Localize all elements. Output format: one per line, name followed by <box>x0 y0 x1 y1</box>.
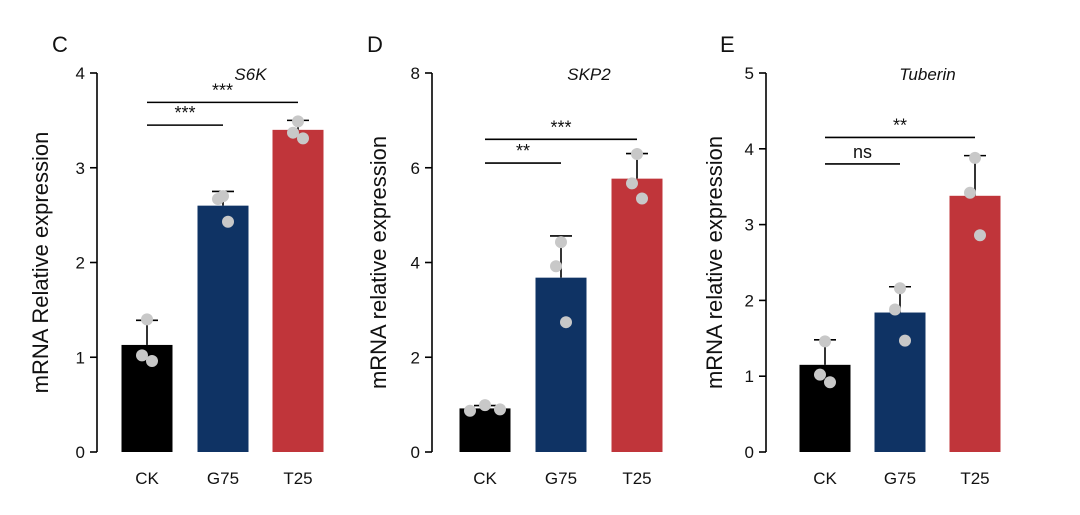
data-point <box>889 303 901 316</box>
data-point <box>146 355 158 368</box>
data-point <box>824 376 836 389</box>
panel-d: D SKP2 mRNA relative expression 0 2 4 6 8 CK G75 T… <box>366 32 663 488</box>
data-point <box>636 192 648 205</box>
x-tick-label: CK <box>473 469 497 488</box>
bar-g75 <box>197 205 249 452</box>
significance-label: ns <box>853 142 872 162</box>
y-tick-label: 4 <box>411 254 420 273</box>
y-tick-label: 4 <box>745 140 754 159</box>
significance-label: *** <box>212 80 233 100</box>
data-point <box>969 151 981 164</box>
y-tick-label: 3 <box>76 159 85 178</box>
chart-title: Tuberin <box>899 65 955 84</box>
data-point <box>819 335 831 348</box>
data-point <box>479 399 491 412</box>
y-tick-label: 8 <box>411 64 420 83</box>
x-tick-label: G75 <box>545 469 577 488</box>
bar-g75 <box>874 312 926 452</box>
data-point <box>550 260 562 273</box>
data-point <box>964 186 976 199</box>
data-point <box>631 148 643 161</box>
y-tick-label: 0 <box>76 443 85 462</box>
bar-t25 <box>272 129 324 452</box>
x-tick-label: T25 <box>622 469 651 488</box>
data-point <box>626 177 638 190</box>
bar-g75 <box>535 277 587 452</box>
y-tick-label: 0 <box>411 443 420 462</box>
data-point <box>141 313 153 326</box>
chart-title: SKP2 <box>567 65 611 84</box>
data-point <box>894 282 906 295</box>
chart-title: S6K <box>234 65 267 84</box>
y-tick-label: 2 <box>411 348 420 367</box>
data-point <box>555 236 567 249</box>
panel-e: E Tuberin mRNA relative expression 0 1 2 3 4 5 CK… <box>702 32 1001 488</box>
x-tick-label: CK <box>135 469 159 488</box>
y-axis-label: mRNA relative expression <box>702 136 727 389</box>
y-tick-label: 6 <box>411 159 420 178</box>
panel-c: C S6K mRNA Relative expression 0 1 2 3 4 CK G75 T2… <box>28 32 324 488</box>
data-point <box>292 115 304 128</box>
y-tick-label: 5 <box>745 64 754 83</box>
y-axis-label: mRNA Relative expression <box>28 132 53 394</box>
panel-letter: E <box>720 32 735 57</box>
significance-label: *** <box>174 103 195 123</box>
y-axis-label: mRNA relative expression <box>366 136 391 389</box>
significance-label: ** <box>516 141 530 161</box>
y-tick-label: 1 <box>76 348 85 367</box>
y-tick-label: 3 <box>745 216 754 235</box>
significance-label: ** <box>893 115 907 135</box>
x-tick-label: G75 <box>884 469 916 488</box>
data-point <box>899 334 911 347</box>
data-point <box>136 349 148 362</box>
y-tick-label: 2 <box>745 291 754 310</box>
data-point <box>464 404 476 417</box>
data-point <box>222 215 234 228</box>
x-tick-label: T25 <box>960 469 989 488</box>
y-tick-label: 0 <box>745 443 754 462</box>
y-tick-label: 2 <box>76 254 85 273</box>
y-tick-label: 1 <box>745 367 754 386</box>
panel-letter: D <box>367 32 383 57</box>
x-tick-label: T25 <box>283 469 312 488</box>
data-point <box>287 126 299 139</box>
bar-t25 <box>611 178 663 453</box>
data-point <box>560 316 572 329</box>
x-tick-label: CK <box>813 469 837 488</box>
data-point <box>814 368 826 381</box>
data-point <box>212 193 224 206</box>
x-tick-label: G75 <box>207 469 239 488</box>
y-tick-label: 4 <box>76 64 85 83</box>
panel-letter: C <box>52 32 68 57</box>
data-point <box>297 132 309 145</box>
significance-label: *** <box>550 117 571 137</box>
data-point <box>494 403 506 416</box>
data-point <box>974 229 986 242</box>
